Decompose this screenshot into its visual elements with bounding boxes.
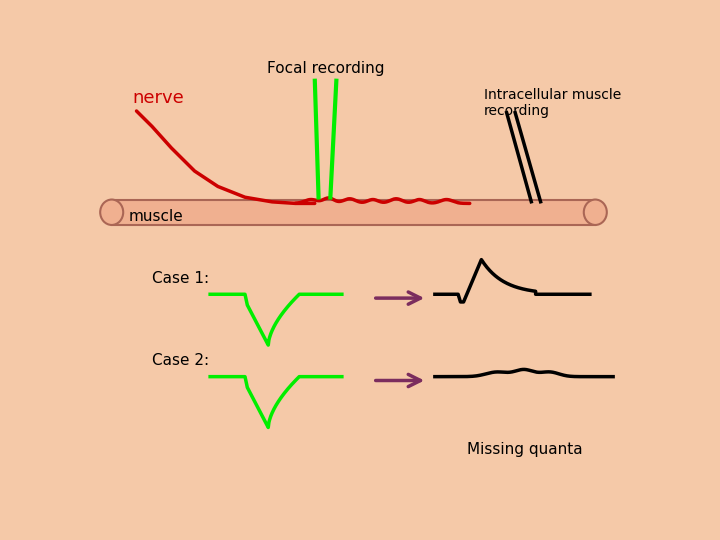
Text: nerve: nerve <box>132 89 184 107</box>
Text: Case 2:: Case 2: <box>152 353 209 368</box>
Text: muscle: muscle <box>129 208 184 224</box>
Polygon shape <box>112 200 595 225</box>
Text: Intracellular muscle
recording: Intracellular muscle recording <box>484 88 621 118</box>
Text: Missing quanta: Missing quanta <box>467 442 583 457</box>
Text: Focal recording: Focal recording <box>267 60 384 76</box>
Text: Case 1:: Case 1: <box>152 271 209 286</box>
Ellipse shape <box>584 200 607 225</box>
Ellipse shape <box>100 200 123 225</box>
